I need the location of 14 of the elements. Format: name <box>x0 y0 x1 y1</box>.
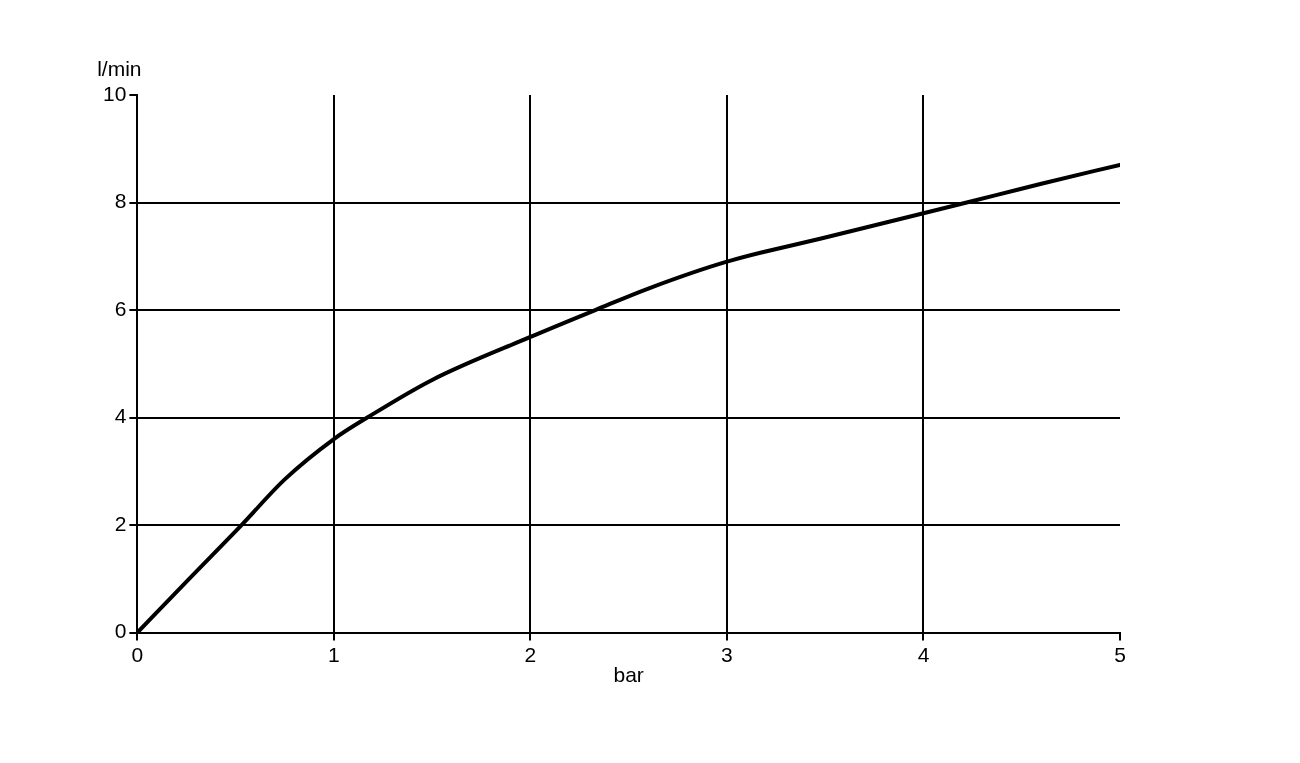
x-tick-label: 0 <box>131 643 144 666</box>
y-tick-label: 10 <box>103 81 127 105</box>
x-tick-label: 2 <box>524 643 537 666</box>
x-tick-label: 3 <box>721 643 733 666</box>
x-tick-label: 1 <box>328 643 340 666</box>
x-tick-label: 5 <box>1114 643 1126 666</box>
y-axis-title: l/min <box>97 57 142 81</box>
y-tick-label: 4 <box>114 404 127 428</box>
y-tick-label: 0 <box>114 619 127 643</box>
x-tick-label: 4 <box>917 643 930 666</box>
y-tick-label: 6 <box>114 296 127 320</box>
y-tick-label: 8 <box>114 189 127 213</box>
x-axis-title: bar <box>613 663 644 687</box>
y-tick-label: 2 <box>114 511 127 535</box>
